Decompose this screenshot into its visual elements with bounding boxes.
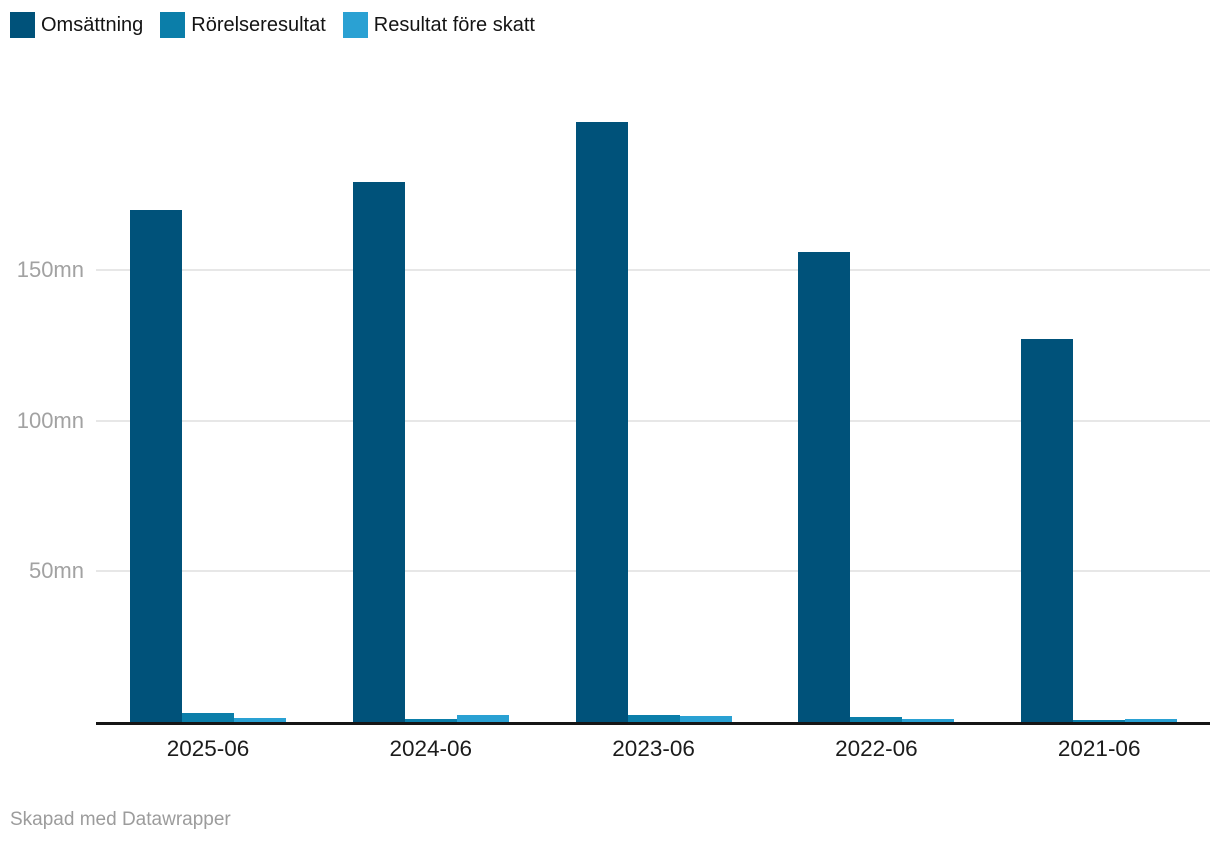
gridline-150mn	[96, 268, 1210, 271]
bar-2021-06-Omsättning[interactable]	[1021, 339, 1074, 722]
gridline-100mn	[96, 419, 1210, 422]
bar-2022-06-Resultat före skatt[interactable]	[902, 718, 955, 722]
bar-2022-06-Rörelseresultat[interactable]	[850, 717, 903, 722]
gridline-50mn	[96, 570, 1210, 573]
legend-label-3: Resultat före skatt	[373, 14, 535, 36]
bar-2024-06-Rörelseresultat[interactable]	[404, 718, 457, 722]
legend-label-1: Omsättning	[41, 14, 144, 36]
datawrapper-credit-link[interactable]: Skapad med Datawrapper	[10, 809, 231, 830]
x-axis-tick-2024-06: 2024-06	[389, 736, 473, 761]
x-axis-tick-2025-06: 2025-06	[166, 736, 250, 761]
legend-swatch-2	[160, 12, 186, 38]
bar-2025-06-Omsättning[interactable]	[130, 209, 182, 722]
bar-2021-06-Resultat före skatt[interactable]	[1125, 719, 1178, 722]
bar-2025-06-Resultat före skatt[interactable]	[234, 717, 286, 722]
legend-item-3: Resultat före skatt	[342, 12, 535, 38]
bar-2025-06-Rörelseresultat[interactable]	[182, 712, 234, 722]
bar-2023-06-Rörelseresultat[interactable]	[627, 714, 680, 722]
legend-item-2: Rörelseresultat	[160, 12, 326, 38]
legend-item-1: Omsättning	[10, 12, 143, 38]
x-axis-tick-2021-06: 2021-06	[1057, 736, 1141, 761]
x-axis-tick-2022-06: 2022-06	[835, 736, 918, 761]
bar-2022-06-Omsättning[interactable]	[798, 251, 851, 722]
y-axis-tick-150mn: 150mn	[16, 256, 84, 282]
x-axis-tick-2023-06: 2023-06	[612, 736, 695, 761]
bar-2021-06-Rörelseresultat[interactable]	[1073, 720, 1126, 722]
y-axis-tick-50mn: 50mn	[28, 558, 84, 584]
chart-legend: Omsättning Rörelseresultat Resultat före s…	[10, 12, 535, 38]
bar-2024-06-Resultat före skatt[interactable]	[456, 715, 509, 722]
bar-2024-06-Omsättning[interactable]	[352, 182, 405, 722]
legend-swatch-3	[342, 12, 368, 38]
legend-swatch-1	[10, 12, 35, 38]
legend-label-2: Rörelseresultat	[191, 14, 326, 36]
bar-2023-06-Omsättning[interactable]	[575, 122, 628, 722]
bar-2023-06-Resultat före skatt[interactable]	[679, 715, 732, 722]
x-axis-baseline	[96, 722, 1210, 725]
y-axis-tick-100mn: 100mn	[16, 407, 84, 433]
